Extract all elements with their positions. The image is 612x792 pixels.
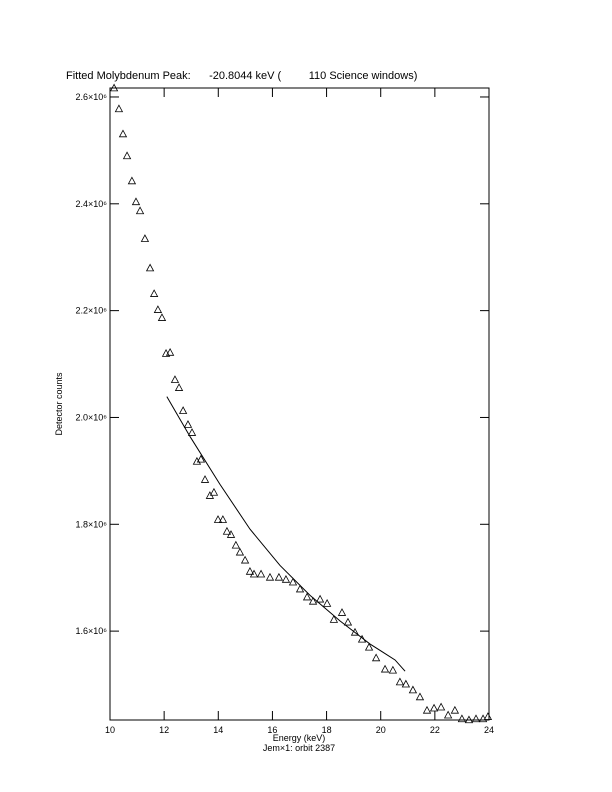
y-tick-label: 2.2×10⁶ xyxy=(76,306,108,316)
data-point xyxy=(478,714,488,723)
data-point xyxy=(226,530,236,538)
data-point xyxy=(114,104,124,113)
data-point xyxy=(315,594,325,603)
data-point xyxy=(436,702,446,711)
y-tick-label: 2.6×10⁶ xyxy=(76,92,108,102)
data-point xyxy=(483,712,493,720)
data-point xyxy=(415,692,425,701)
data-point xyxy=(109,83,119,92)
data-point xyxy=(140,234,150,242)
data-point xyxy=(131,197,141,206)
y-tick-label: 1.6×10⁶ xyxy=(76,626,108,636)
data-point xyxy=(380,664,390,673)
y-axis-label: Detector counts xyxy=(54,372,64,436)
data-point xyxy=(308,596,318,605)
data-point xyxy=(174,383,184,391)
chart-title: Fitted Molybdenum Peak: -20.8044 keV ( 1… xyxy=(66,70,417,82)
y-tick-label: 2.4×10⁶ xyxy=(76,199,108,209)
data-point xyxy=(295,584,305,593)
data-point xyxy=(157,313,167,321)
x-tick-label: 22 xyxy=(430,725,440,735)
data-point xyxy=(337,608,347,616)
data-point xyxy=(350,627,360,636)
data-point xyxy=(274,572,284,581)
data-point xyxy=(443,710,453,719)
subtitle: Jem×1: orbit 2387 xyxy=(263,743,335,753)
data-point xyxy=(222,526,232,535)
data-point xyxy=(170,375,180,383)
data-point xyxy=(192,456,202,465)
data-point xyxy=(200,475,210,483)
data-point xyxy=(265,572,275,581)
data-point xyxy=(122,151,132,160)
data-point xyxy=(388,665,398,674)
data-point xyxy=(145,263,155,272)
data-point xyxy=(281,574,291,583)
y-tick-label: 1.8×10⁶ xyxy=(76,519,108,529)
data-point xyxy=(450,705,460,714)
data-point xyxy=(127,176,137,185)
data-point xyxy=(329,615,339,623)
data-point xyxy=(231,540,241,549)
data-point xyxy=(256,569,266,578)
data-point xyxy=(196,454,206,463)
data-point xyxy=(408,685,418,694)
data-point xyxy=(240,555,250,564)
data-point xyxy=(135,206,145,215)
data-point xyxy=(153,305,163,313)
x-tick-label: 16 xyxy=(267,725,277,735)
data-point xyxy=(429,703,439,712)
data-point xyxy=(213,515,223,523)
data-point xyxy=(235,547,245,556)
data-point xyxy=(322,598,332,607)
x-tick-label: 18 xyxy=(322,725,332,735)
data-point xyxy=(218,515,228,523)
x-tick-label: 12 xyxy=(159,725,169,735)
data-point xyxy=(165,347,175,356)
data-point xyxy=(249,569,259,578)
data-point xyxy=(245,566,255,575)
data-point xyxy=(401,679,411,688)
data-point xyxy=(364,642,374,651)
data-point xyxy=(457,714,467,723)
data-point xyxy=(422,705,432,714)
data-point xyxy=(288,577,298,586)
data-point xyxy=(187,428,197,436)
x-axis-label: Energy (keV) xyxy=(273,733,326,743)
data-point xyxy=(302,592,312,601)
x-tick-label: 24 xyxy=(484,725,494,735)
x-tick-label: 20 xyxy=(376,725,386,735)
plot-frame xyxy=(109,87,490,721)
y-tick-label: 2.0×10⁶ xyxy=(76,412,108,422)
x-tick-label: 10 xyxy=(105,725,115,735)
data-point xyxy=(118,129,128,138)
data-point xyxy=(343,617,353,626)
data-point xyxy=(464,715,474,724)
data-point xyxy=(471,714,481,723)
x-tick-label: 14 xyxy=(213,725,223,735)
data-point xyxy=(178,406,188,414)
fit-line xyxy=(166,396,406,672)
data-point xyxy=(371,653,381,662)
data-point xyxy=(183,420,193,428)
data-point xyxy=(209,487,219,496)
data-point xyxy=(395,677,405,686)
data-point xyxy=(149,289,159,297)
